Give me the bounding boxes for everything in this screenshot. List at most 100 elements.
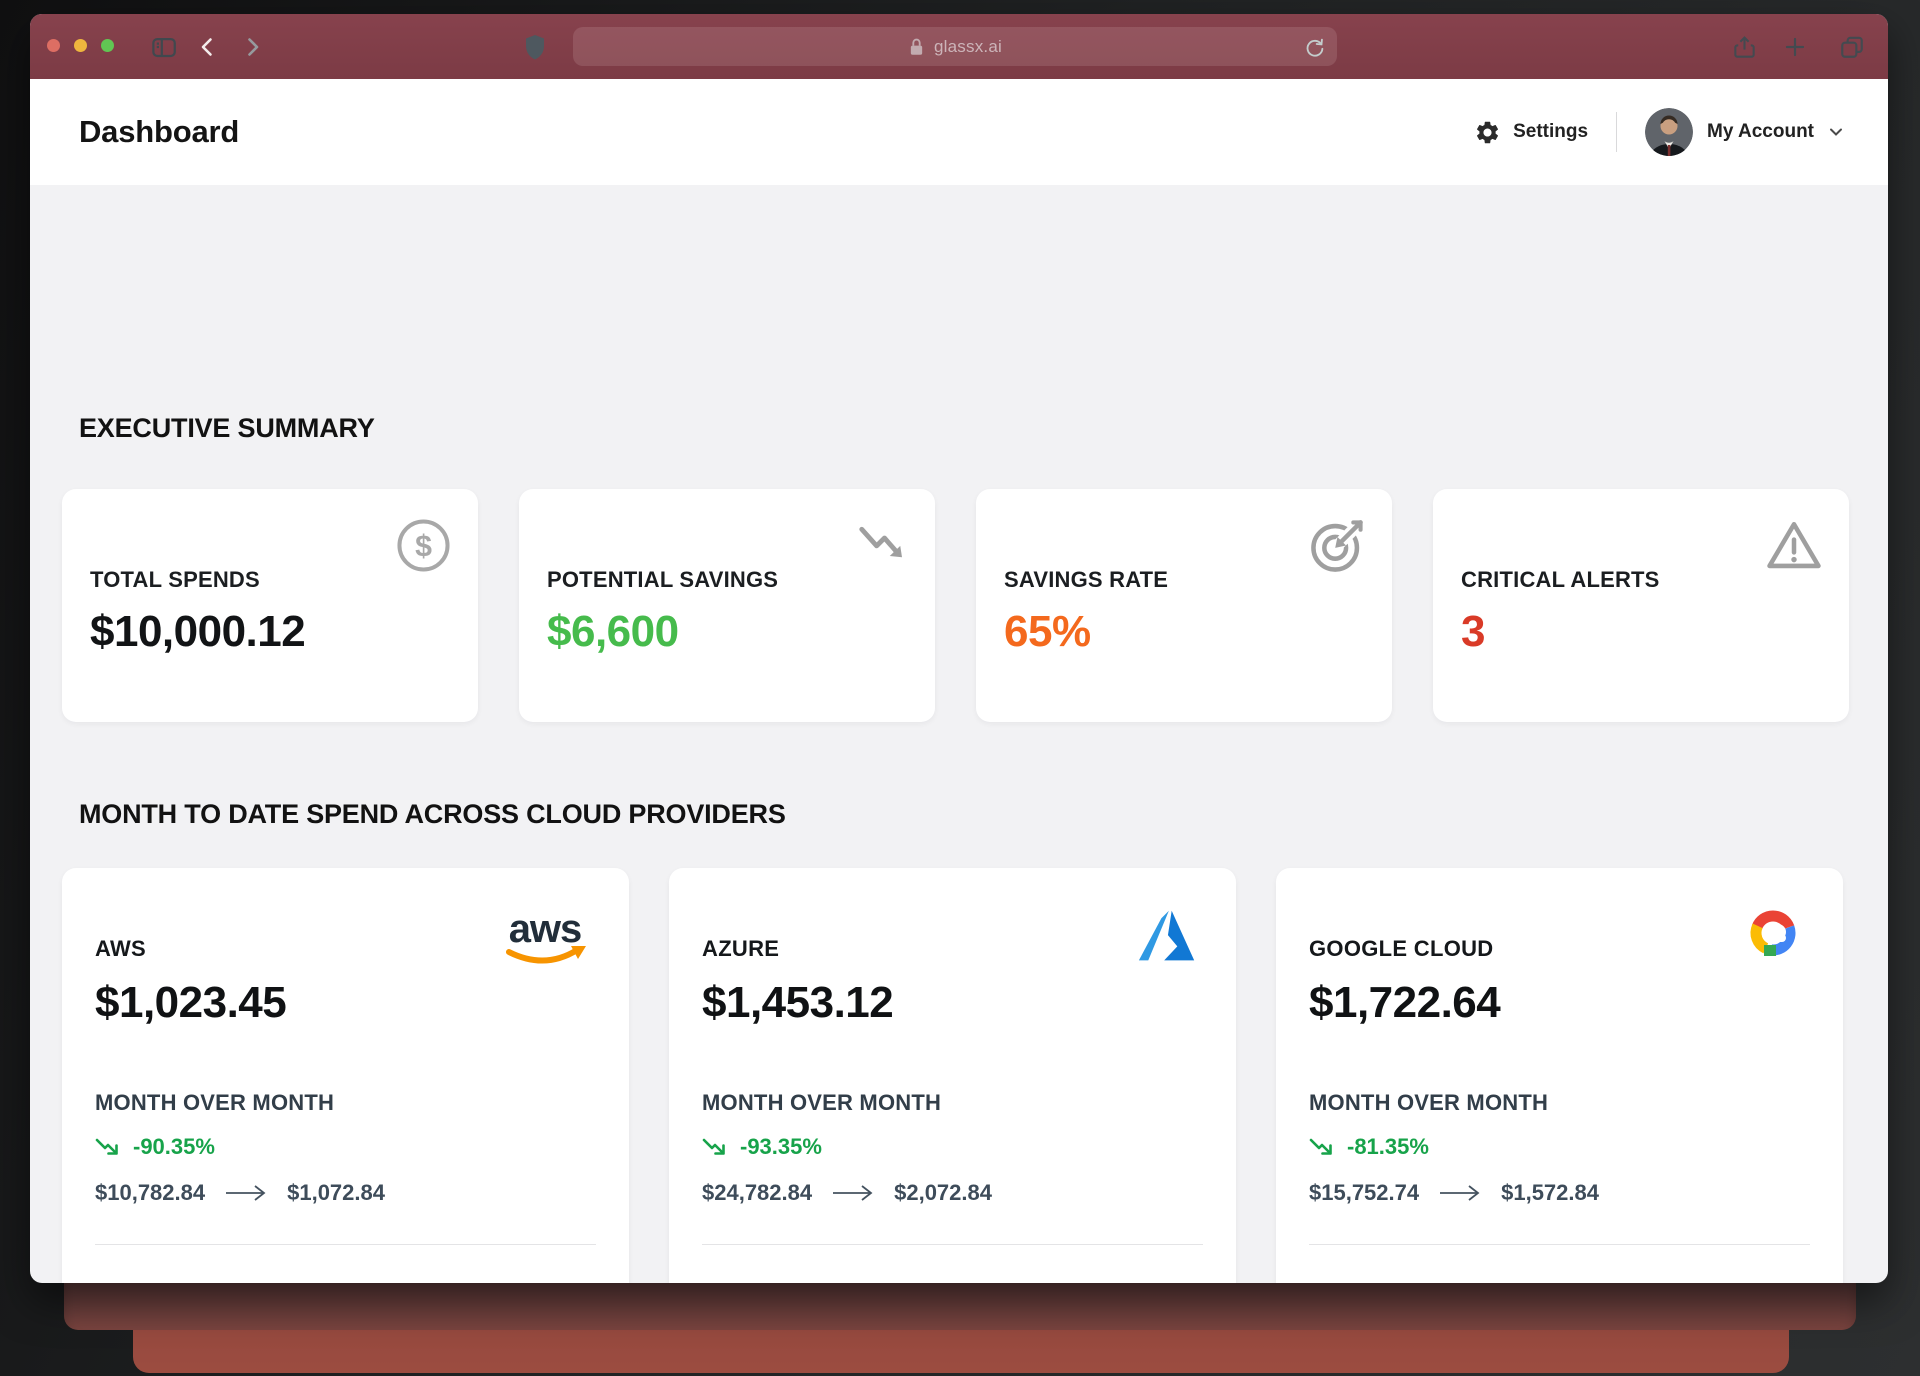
mtd-heading: MONTH TO DATE SPEND ACROSS CLOUD PROVIDE… — [79, 799, 786, 829]
summary-cards-row: $ TOTAL SPENDS $10,000.12 POTENTIAL SAVI… — [62, 489, 1849, 722]
provider-card-aws: aws AWS $1,023.45 MONTH OVER MONTH — [62, 868, 629, 1283]
traffic-light-minimize-button[interactable] — [74, 39, 87, 52]
mom-current-amount: $1,072.84 — [287, 1180, 385, 1205]
svg-text:aws: aws — [509, 907, 582, 951]
provider-spend-value: $1,722.64 — [1309, 978, 1501, 1027]
chevron-down-icon — [1828, 126, 1844, 138]
summary-card-value: 3 — [1461, 607, 1485, 656]
summary-card-label: TOTAL SPENDS — [90, 567, 260, 592]
sidebar-toggle-icon — [150, 34, 177, 61]
lock-icon — [908, 37, 925, 57]
traffic-light-zoom-button[interactable] — [101, 39, 114, 52]
aws-logo-icon: aws — [499, 906, 591, 968]
forward-button[interactable] — [237, 32, 267, 62]
mom-label: MONTH OVER MONTH — [1309, 1090, 1549, 1115]
address-bar[interactable]: glassx.ai — [573, 27, 1337, 66]
summary-card-total-spends: $ TOTAL SPENDS $10,000.12 — [62, 489, 478, 722]
mom-previous-amount: $10,782.84 — [95, 1180, 206, 1205]
mom-change-value: -81.35% — [1347, 1134, 1429, 1159]
reload-icon — [1304, 37, 1325, 58]
provider-spend-value: $1,023.45 — [95, 978, 287, 1027]
url-text: glassx.ai — [934, 36, 1002, 56]
forecast-label: THIS MONTH FORECAST — [1309, 1279, 1810, 1283]
gear-icon — [1474, 119, 1501, 146]
mom-amounts: $15,752.74 $1,572.84 — [1309, 1180, 1810, 1206]
forecast-label: THIS MONTH FORECAST — [702, 1279, 1203, 1283]
summary-card-savings-rate: SAVINGS RATE 65% — [976, 489, 1392, 722]
mom-amounts: $10,782.84 $1,072.84 — [95, 1180, 596, 1206]
right-arrow-icon — [1437, 1183, 1483, 1203]
back-icon — [196, 35, 220, 59]
account-label: My Account — [1707, 121, 1814, 142]
trend-down-small-icon — [1309, 1137, 1335, 1157]
mom-label: MONTH OVER MONTH — [702, 1090, 942, 1115]
mom-previous-amount: $15,752.74 — [1309, 1180, 1420, 1205]
azure-logo-icon — [1136, 906, 1198, 966]
provider-card-google-cloud: GOOGLE CLOUD $1,722.64 MONTH OVER MONTH … — [1276, 868, 1843, 1283]
new-tab-button[interactable] — [1780, 32, 1810, 62]
new-tab-icon — [1783, 35, 1807, 59]
mom-change: -93.35% — [702, 1134, 1203, 1160]
mom-amounts: $24,782.84 $2,072.84 — [702, 1180, 1203, 1206]
privacy-shield-button[interactable] — [520, 32, 550, 62]
provider-name: AWS — [95, 936, 147, 961]
back-button[interactable] — [193, 32, 223, 62]
mom-change: -81.35% — [1309, 1134, 1810, 1160]
page-title: Dashboard — [79, 114, 240, 149]
card-divider — [95, 1244, 596, 1245]
summary-card-label: CRITICAL ALERTS — [1461, 567, 1660, 592]
settings-label: Settings — [1513, 121, 1589, 142]
mom-label: MONTH OVER MONTH — [95, 1090, 335, 1115]
provider-cards-row: aws AWS $1,023.45 MONTH OVER MONTH — [62, 868, 1843, 1283]
trend-down-small-icon — [95, 1137, 121, 1157]
shield-icon — [523, 34, 547, 60]
browser-toolbar: glassx.ai — [30, 14, 1888, 79]
mom-change: -90.35% — [95, 1134, 596, 1160]
summary-card-value: 65% — [1004, 607, 1091, 656]
card-divider — [702, 1244, 1203, 1245]
target-icon — [1308, 517, 1366, 575]
account-button[interactable]: My Account — [1645, 108, 1844, 156]
dollar-circle-icon: $ — [395, 517, 452, 574]
mom-change-value: -93.35% — [740, 1134, 822, 1159]
warning-triangle-icon — [1765, 517, 1823, 575]
settings-button[interactable]: Settings — [1474, 119, 1588, 146]
summary-card-critical-alerts: CRITICAL ALERTS 3 — [1433, 489, 1849, 722]
svg-text:$: $ — [415, 530, 432, 563]
summary-card-value: $6,600 — [547, 607, 679, 656]
dashboard-content: EXECUTIVE SUMMARY $ TOTAL SPENDS $10,000… — [30, 185, 1888, 1283]
tab-overview-button[interactable] — [1837, 32, 1867, 62]
provider-name: GOOGLE CLOUD — [1309, 936, 1494, 961]
mom-previous-amount: $24,782.84 — [702, 1180, 813, 1205]
trend-down-icon — [853, 517, 909, 573]
mom-change-value: -90.35% — [133, 1134, 215, 1159]
header-divider — [1616, 112, 1618, 152]
summary-card-label: POTENTIAL SAVINGS — [547, 567, 779, 592]
executive-summary-heading: EXECUTIVE SUMMARY — [79, 413, 375, 443]
right-arrow-icon — [830, 1183, 876, 1203]
mom-current-amount: $2,072.84 — [894, 1180, 992, 1205]
provider-spend-value: $1,453.12 — [702, 978, 894, 1027]
trend-down-small-icon — [702, 1137, 728, 1157]
provider-card-azure: AZURE $1,453.12 MONTH OVER MONTH -93.35% — [669, 868, 1236, 1283]
sidebar-toggle-button[interactable] — [148, 32, 178, 62]
summary-card-value: $10,000.12 — [90, 607, 306, 656]
right-arrow-icon — [223, 1183, 269, 1203]
summary-card-label: SAVINGS RATE — [1004, 567, 1169, 592]
google-cloud-logo-icon — [1741, 906, 1805, 958]
forecast-label: THIS MONTH FORECAST — [95, 1279, 596, 1283]
mom-current-amount: $1,572.84 — [1501, 1180, 1599, 1205]
provider-name: AZURE — [702, 936, 780, 961]
tab-overview-icon — [1839, 34, 1865, 60]
share-icon — [1732, 35, 1757, 60]
share-button[interactable] — [1729, 32, 1759, 62]
browser-window: glassx.ai — [30, 14, 1888, 1283]
traffic-light-close-button[interactable] — [47, 39, 60, 52]
card-divider — [1309, 1244, 1810, 1245]
avatar — [1645, 108, 1694, 156]
page-header: Dashboard Settings — [30, 79, 1888, 185]
reload-button[interactable] — [1301, 34, 1327, 60]
forward-icon — [240, 35, 264, 59]
header-actions: Settings My Account — [1474, 108, 1844, 156]
